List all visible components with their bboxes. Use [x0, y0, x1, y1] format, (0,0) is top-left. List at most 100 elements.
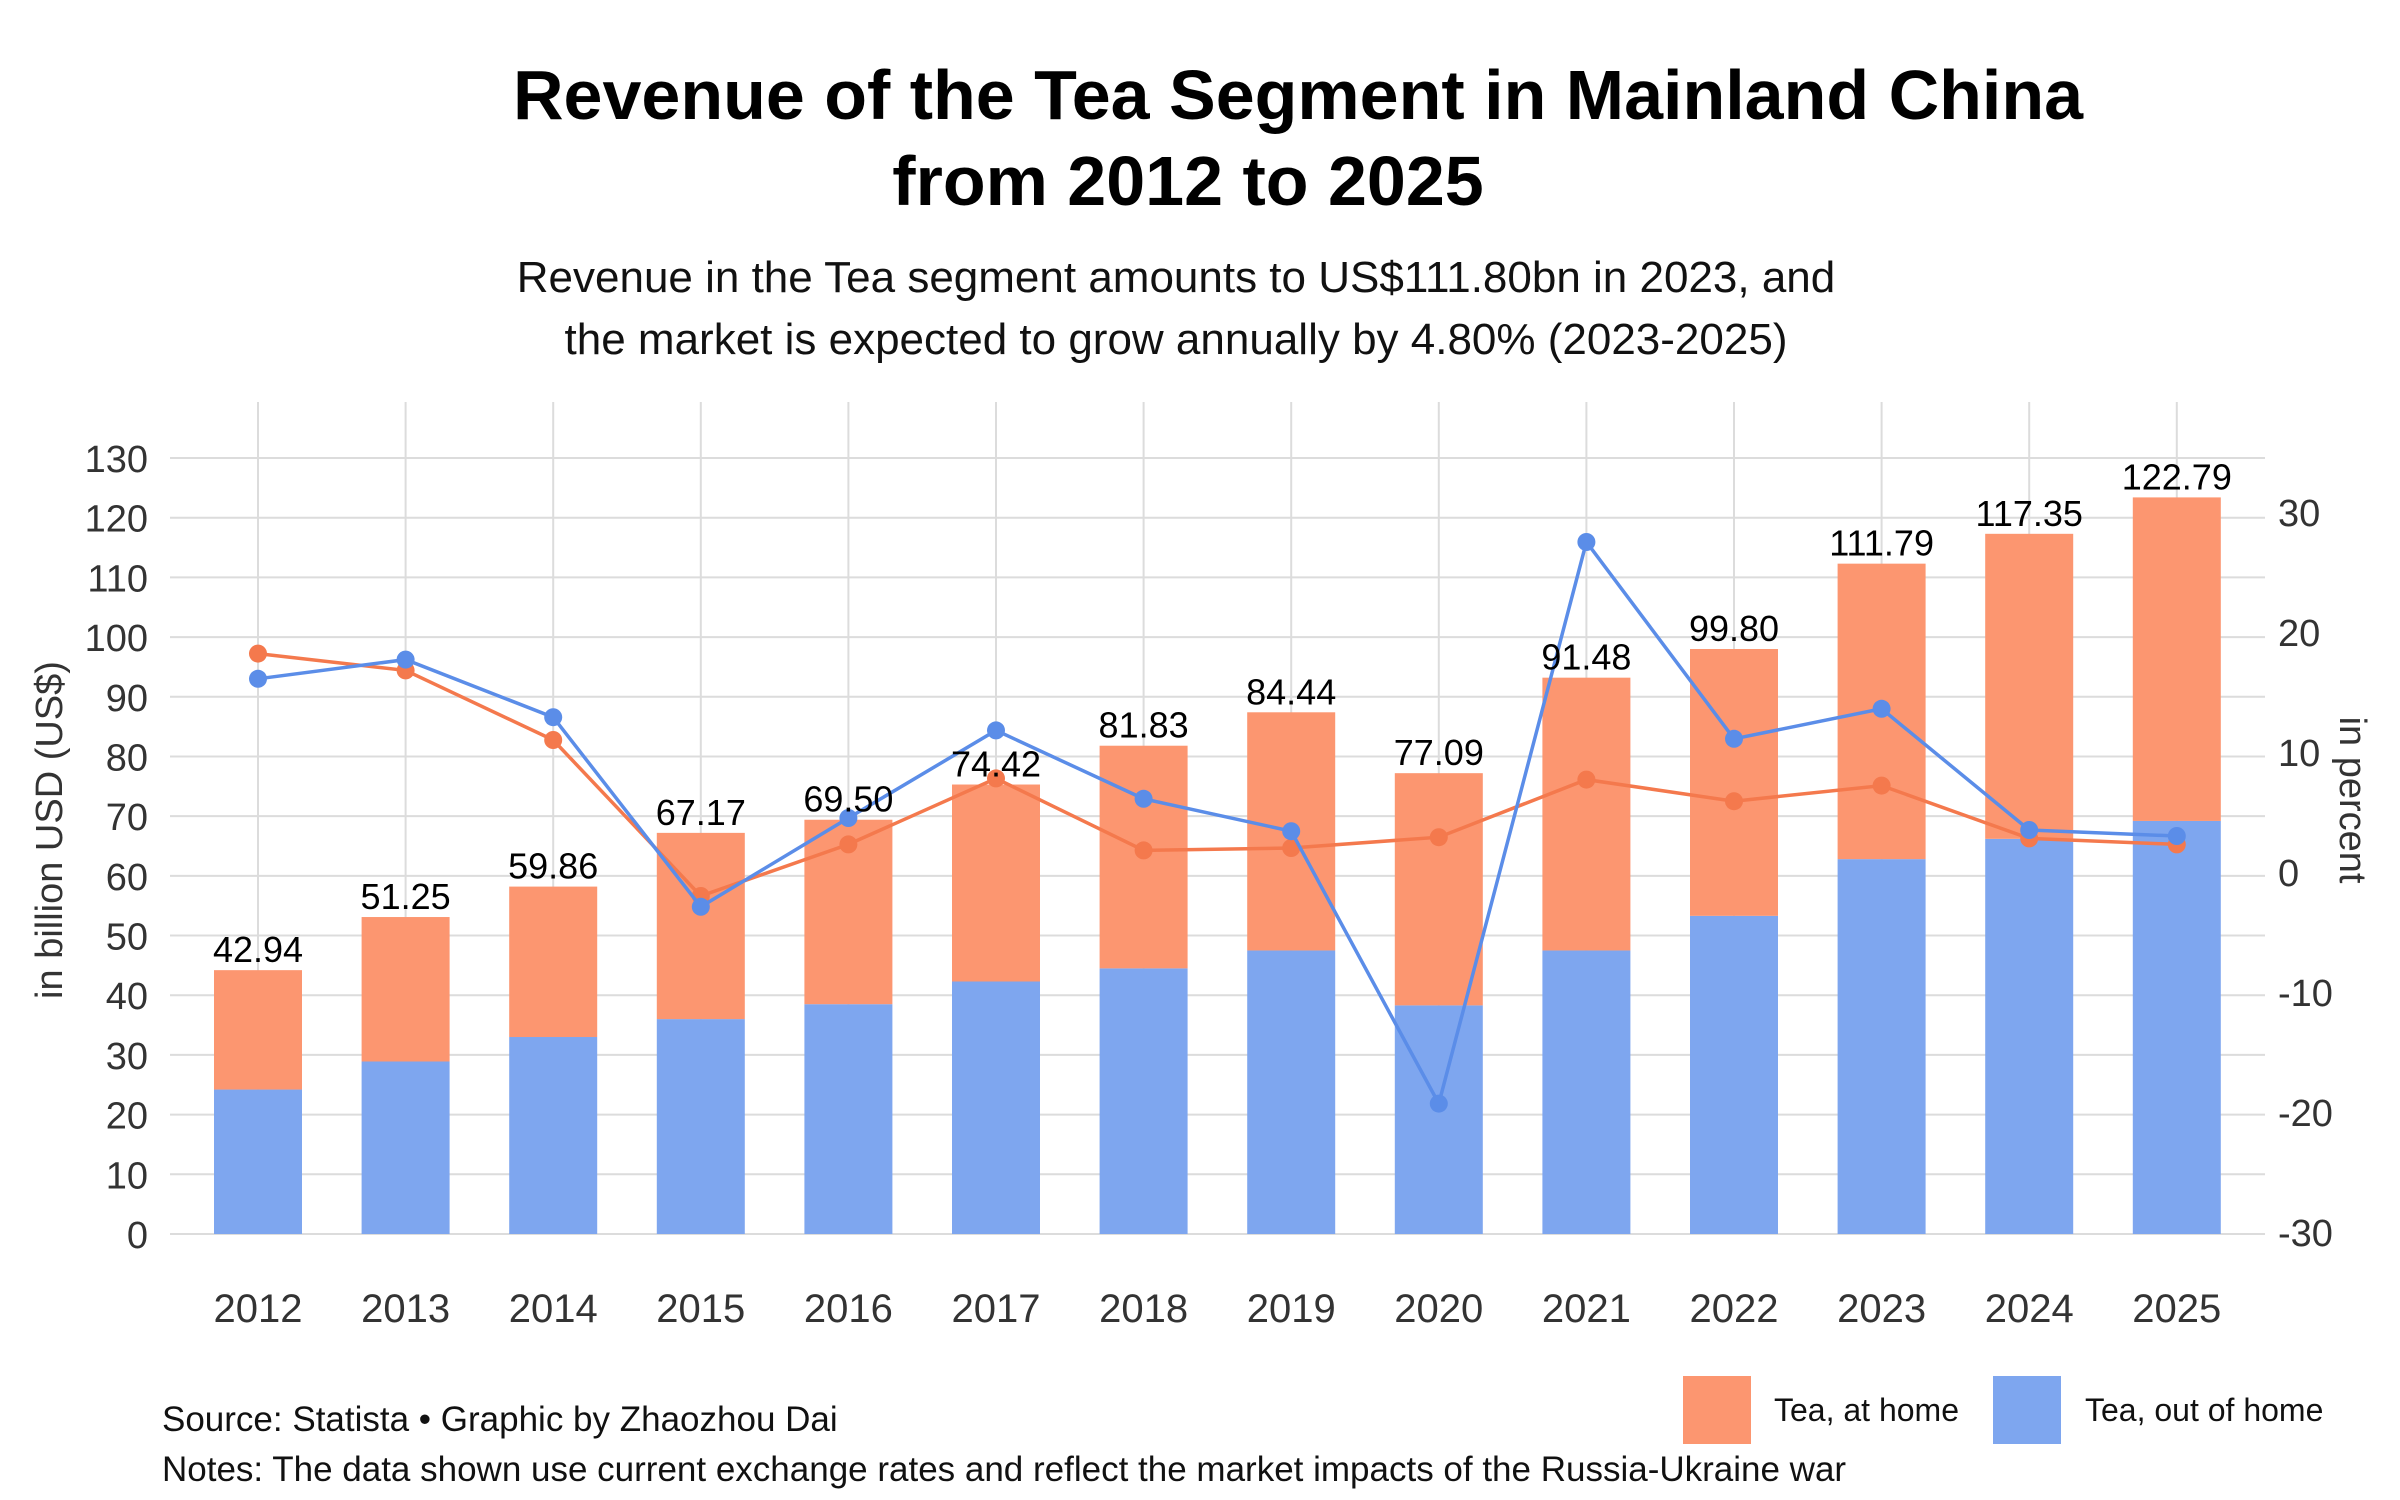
- bar-out-of-home: [1247, 950, 1336, 1234]
- growth-point-at-home: [249, 644, 267, 663]
- y-tick-label: 60: [106, 857, 148, 899]
- bar-at-home: [214, 970, 302, 1090]
- bar-total-label: 99.80: [1689, 608, 1779, 649]
- bar-total-label: 111.79: [1829, 523, 1934, 564]
- bar-out-of-home: [1099, 968, 1188, 1234]
- y-tick-label: 40: [106, 976, 148, 1018]
- bar-total-label: 59.86: [508, 846, 598, 887]
- growth-point-out-of-home: [1282, 822, 1301, 841]
- growth-point-out-of-home: [249, 669, 267, 688]
- growth-point-at-home: [1872, 776, 1891, 795]
- y-tick-label: 100: [85, 618, 148, 660]
- legend-label-at-home: Tea, at home: [1774, 1392, 1959, 1428]
- x-tick-label: 2023: [1837, 1287, 1926, 1331]
- y-tick-label: 80: [106, 737, 148, 779]
- growth-point-out-of-home: [1872, 699, 1891, 718]
- bar-out-of-home: [952, 981, 1040, 1234]
- y2-tick-label: -30: [2278, 1213, 2333, 1255]
- chart-title-line-1: Revenue of the Tea Segment in Mainland C…: [512, 56, 2084, 134]
- bar-out-of-home: [804, 1004, 893, 1234]
- growth-point-out-of-home: [987, 721, 1005, 740]
- x-tick-label: 2018: [1099, 1287, 1188, 1331]
- footer-source: Source: Statista • Graphic by Zhaozhou D…: [162, 1400, 838, 1439]
- y-tick-label: 70: [106, 797, 148, 839]
- bar-at-home: [656, 832, 745, 1020]
- y-tick-label: 130: [85, 439, 148, 481]
- bar-at-home: [952, 784, 1040, 982]
- data-labels: 42.94 51.25 59.86 67.17 69.50 74.42 81.83 84.44…: [213, 456, 2232, 970]
- bars: [214, 497, 2221, 1234]
- bar-out-of-home: [1985, 838, 2074, 1234]
- growth-lines: [249, 533, 2186, 1113]
- bar-total-label: 122.79: [2122, 456, 2232, 497]
- growth-point-out-of-home: [1429, 1094, 1448, 1113]
- y2-tick-label: -20: [2278, 1093, 2333, 1135]
- y-tick-label: 30: [106, 1036, 148, 1078]
- y-tick-label: 20: [106, 1096, 148, 1138]
- growth-point-at-home: [544, 731, 563, 749]
- legend-label-out-of-home: Tea, out of home: [2085, 1392, 2324, 1428]
- bar-out-of-home: [2132, 820, 2221, 1234]
- growth-point-out-of-home: [1134, 789, 1153, 808]
- x-tick-label: 2024: [1985, 1287, 2074, 1331]
- growth-point-out-of-home: [2020, 821, 2039, 839]
- y-tick-label: 0: [127, 1215, 148, 1257]
- bar-at-home: [1985, 533, 2074, 839]
- growth-point-out-of-home: [544, 708, 563, 727]
- x-tick-label: 2019: [1247, 1287, 1336, 1331]
- y-tick-label: 90: [106, 678, 148, 720]
- bar-total-label: 69.50: [803, 779, 893, 820]
- growth-point-at-home: [1282, 839, 1301, 857]
- legend-swatch-out-of-home: [1993, 1376, 2061, 1444]
- bar-total-label: 77.09: [1394, 732, 1484, 773]
- bar-total-label: 117.35: [1975, 493, 2082, 534]
- growth-point-out-of-home: [691, 897, 710, 916]
- y-axis-label: in billion USD (US$): [29, 661, 71, 999]
- y2-tick-label: 0: [2278, 853, 2299, 895]
- growth-point-at-home: [1725, 792, 1743, 811]
- grid: [170, 402, 2265, 1235]
- x-tick-label: 2016: [804, 1287, 893, 1331]
- growth-point-at-home: [987, 769, 1005, 788]
- y-tick-label: 120: [85, 499, 148, 541]
- growth-point-out-of-home: [839, 809, 858, 827]
- chart-title-line-2: from 2012 to 2025: [892, 142, 1484, 220]
- bar-at-home: [2132, 497, 2221, 821]
- bar-out-of-home: [1542, 950, 1631, 1234]
- growth-point-at-home: [839, 835, 858, 854]
- bar-out-of-home: [214, 1089, 302, 1234]
- footer-notes: Notes: The data shown use current exchan…: [162, 1450, 1847, 1489]
- x-tick-label: 2013: [361, 1287, 450, 1331]
- bar-out-of-home: [1837, 859, 1926, 1234]
- bar-at-home: [361, 917, 450, 1062]
- x-tick-label: 2021: [1542, 1287, 1631, 1331]
- chart-subtitle-line-2: the market is expected to grow annually …: [564, 315, 1788, 364]
- growth-line-at-home: [257, 651, 2177, 899]
- bar-at-home: [1542, 677, 1631, 951]
- bar-at-home: [1690, 649, 1778, 916]
- y2-tick-label: 30: [2278, 493, 2320, 535]
- growth-point-out-of-home: [2167, 827, 2186, 845]
- x-tick-label: 2025: [2132, 1287, 2221, 1331]
- x-tick-label: 2020: [1394, 1287, 1483, 1331]
- growth-point-at-home: [1134, 841, 1153, 860]
- y2-tick-label: 10: [2278, 733, 2320, 775]
- growth-line-out-of-home: [257, 538, 2177, 1109]
- axes: in billion USD (US$) in percent 0 10 20 30 4…: [29, 439, 2373, 1331]
- y2-tick-label: 20: [2278, 613, 2320, 655]
- x-tick-label: 2012: [214, 1287, 303, 1331]
- x-tick-label: 2014: [509, 1287, 598, 1331]
- x-tick-label: 2015: [656, 1287, 745, 1331]
- bar-out-of-home: [509, 1037, 598, 1234]
- growth-point-at-home: [1577, 770, 1596, 789]
- growth-point-out-of-home: [1725, 729, 1743, 748]
- bar-total-label: 51.25: [361, 876, 451, 917]
- bar-total-label: 42.94: [213, 929, 303, 970]
- bar-at-home: [1394, 773, 1483, 1006]
- bar-total-label: 81.83: [1099, 705, 1189, 746]
- bar-total-label: 91.48: [1541, 637, 1631, 678]
- x-tick-label: 2017: [952, 1287, 1041, 1331]
- y2-axis-label: in percent: [2331, 717, 2373, 884]
- growth-point-at-home: [1429, 828, 1448, 847]
